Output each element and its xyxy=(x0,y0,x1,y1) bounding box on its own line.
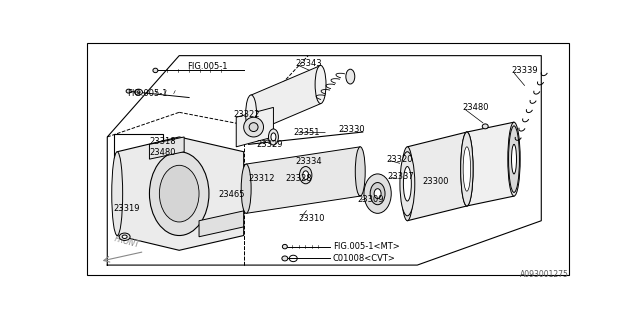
Text: 23319: 23319 xyxy=(114,204,140,213)
Ellipse shape xyxy=(370,182,385,205)
Ellipse shape xyxy=(461,132,473,206)
Ellipse shape xyxy=(282,256,288,261)
Ellipse shape xyxy=(159,165,199,222)
Ellipse shape xyxy=(511,144,516,174)
Polygon shape xyxy=(117,137,244,250)
Ellipse shape xyxy=(364,174,391,213)
Polygon shape xyxy=(150,137,184,159)
Ellipse shape xyxy=(483,124,488,129)
Ellipse shape xyxy=(122,235,127,238)
Text: 23465: 23465 xyxy=(219,190,245,199)
Text: 23351: 23351 xyxy=(293,128,320,137)
Polygon shape xyxy=(251,66,321,133)
Text: 23300: 23300 xyxy=(422,177,449,186)
Text: 23480: 23480 xyxy=(462,103,488,112)
Text: 23329: 23329 xyxy=(256,140,283,149)
Ellipse shape xyxy=(150,152,209,236)
Text: 23334: 23334 xyxy=(296,157,323,166)
Ellipse shape xyxy=(315,65,326,104)
Ellipse shape xyxy=(508,122,520,196)
Text: 23320: 23320 xyxy=(387,155,413,164)
Text: 23318: 23318 xyxy=(150,137,176,146)
Ellipse shape xyxy=(244,117,264,137)
Text: 23480: 23480 xyxy=(150,148,176,157)
Ellipse shape xyxy=(303,171,308,180)
Ellipse shape xyxy=(355,147,365,196)
Polygon shape xyxy=(236,108,273,147)
Ellipse shape xyxy=(246,95,257,133)
Bar xyxy=(114,134,163,164)
Ellipse shape xyxy=(400,152,415,216)
Text: 23343: 23343 xyxy=(296,59,323,68)
Text: FIG.005-1: FIG.005-1 xyxy=(187,62,227,71)
Ellipse shape xyxy=(119,233,130,240)
Ellipse shape xyxy=(269,129,278,145)
Ellipse shape xyxy=(134,89,143,95)
Ellipse shape xyxy=(249,123,258,132)
Ellipse shape xyxy=(461,132,473,206)
Ellipse shape xyxy=(509,126,520,192)
Ellipse shape xyxy=(112,152,123,236)
Text: FIG.005-1<MT>: FIG.005-1<MT> xyxy=(333,242,400,251)
Text: 23339: 23339 xyxy=(511,66,538,75)
Ellipse shape xyxy=(463,147,470,191)
Text: 23328: 23328 xyxy=(286,174,312,183)
Polygon shape xyxy=(246,147,360,213)
Ellipse shape xyxy=(271,133,276,141)
Ellipse shape xyxy=(300,166,312,184)
Ellipse shape xyxy=(374,189,381,198)
Text: 23337: 23337 xyxy=(388,172,414,181)
Ellipse shape xyxy=(282,244,287,249)
Text: 23309: 23309 xyxy=(358,195,384,204)
Ellipse shape xyxy=(241,164,251,213)
Text: C01008<CVT>: C01008<CVT> xyxy=(333,254,396,263)
Text: 23312: 23312 xyxy=(249,174,275,183)
Text: 23322: 23322 xyxy=(234,110,260,119)
Ellipse shape xyxy=(137,91,140,93)
Text: 23330: 23330 xyxy=(338,125,365,134)
Ellipse shape xyxy=(153,68,158,73)
Ellipse shape xyxy=(126,89,131,93)
Text: A093001275: A093001275 xyxy=(520,270,568,279)
Polygon shape xyxy=(408,132,467,221)
Text: 23310: 23310 xyxy=(298,214,324,223)
Ellipse shape xyxy=(346,69,355,84)
Ellipse shape xyxy=(401,147,413,221)
Polygon shape xyxy=(199,211,244,237)
Text: FIG.005-1: FIG.005-1 xyxy=(127,89,168,98)
Text: FRONT: FRONT xyxy=(113,234,141,250)
Ellipse shape xyxy=(403,166,412,201)
Polygon shape xyxy=(467,122,514,206)
